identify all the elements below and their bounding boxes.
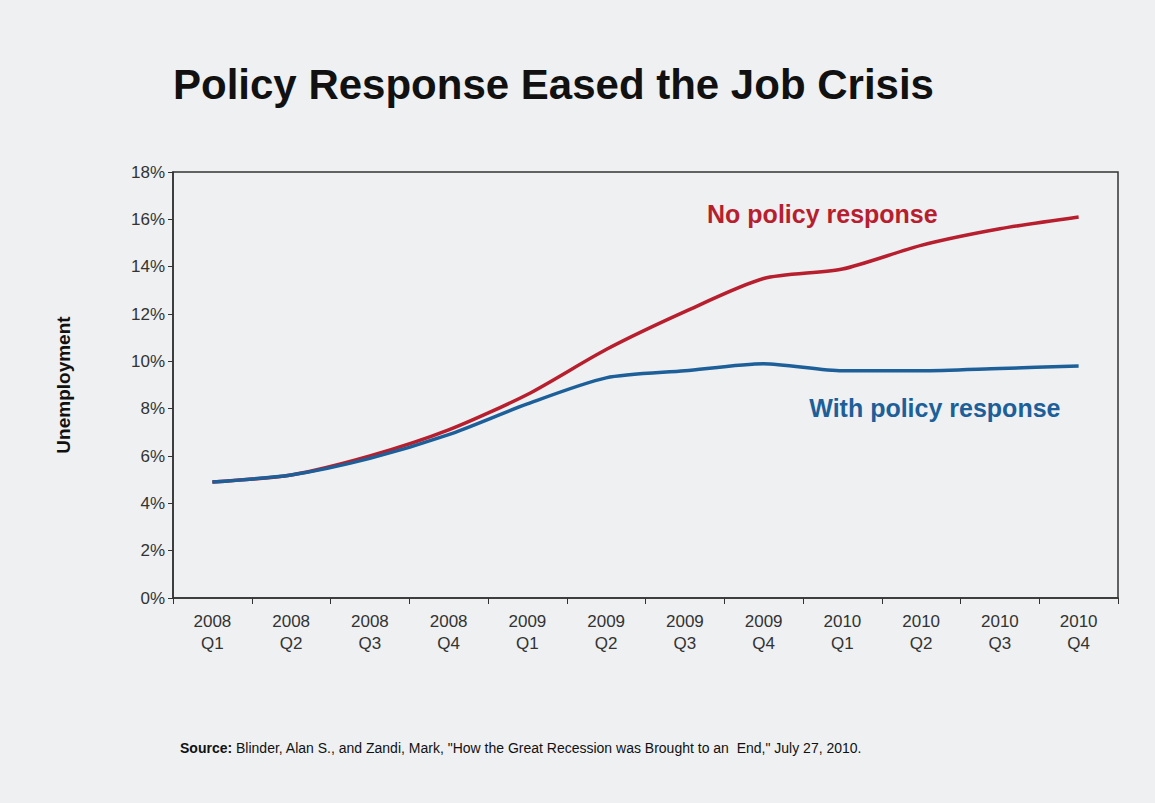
- svg-text:Policy Response Eased the Job: Policy Response Eased the Job Crisis: [173, 61, 934, 108]
- svg-text:6%: 6%: [140, 447, 165, 466]
- svg-text:Q2: Q2: [595, 634, 618, 653]
- svg-text:Blinder, Alan S., and Zandi, M: Blinder, Alan S., and Zandi, Mark, "How …: [232, 740, 861, 756]
- svg-text:Q2: Q2: [910, 634, 933, 653]
- svg-text:14%: 14%: [131, 257, 165, 276]
- svg-text:Q3: Q3: [989, 634, 1012, 653]
- svg-text:8%: 8%: [140, 399, 165, 418]
- svg-text:0%: 0%: [140, 589, 165, 608]
- svg-text:Q4: Q4: [437, 634, 460, 653]
- svg-text:2010: 2010: [981, 612, 1019, 631]
- svg-text:2009: 2009: [745, 612, 783, 631]
- svg-text:10%: 10%: [131, 352, 165, 371]
- svg-text:2008: 2008: [351, 612, 389, 631]
- svg-text:Source:: Source:: [180, 740, 232, 756]
- svg-text:Q2: Q2: [280, 634, 303, 653]
- svg-text:Q4: Q4: [752, 634, 775, 653]
- svg-text:2009: 2009: [587, 612, 625, 631]
- svg-text:12%: 12%: [131, 305, 165, 324]
- svg-text:2008: 2008: [193, 612, 231, 631]
- svg-text:Q4: Q4: [1067, 634, 1090, 653]
- svg-text:4%: 4%: [140, 494, 165, 513]
- svg-text:No policy response: No policy response: [707, 200, 938, 228]
- svg-text:Q1: Q1: [516, 634, 539, 653]
- svg-text:2008: 2008: [272, 612, 310, 631]
- svg-text:16%: 16%: [131, 210, 165, 229]
- svg-text:Q1: Q1: [201, 634, 224, 653]
- svg-text:2009: 2009: [666, 612, 704, 631]
- svg-text:With policy response: With policy response: [809, 394, 1060, 422]
- svg-text:2010: 2010: [902, 612, 940, 631]
- svg-text:2%: 2%: [140, 541, 165, 560]
- svg-text:Q3: Q3: [359, 634, 382, 653]
- svg-text:Q3: Q3: [674, 634, 697, 653]
- svg-text:Q1: Q1: [831, 634, 854, 653]
- svg-text:2010: 2010: [823, 612, 861, 631]
- svg-text:18%: 18%: [131, 163, 165, 182]
- svg-text:2008: 2008: [430, 612, 468, 631]
- svg-text:2010: 2010: [1060, 612, 1098, 631]
- svg-text:2009: 2009: [508, 612, 546, 631]
- svg-text:Unemployment: Unemployment: [53, 316, 74, 454]
